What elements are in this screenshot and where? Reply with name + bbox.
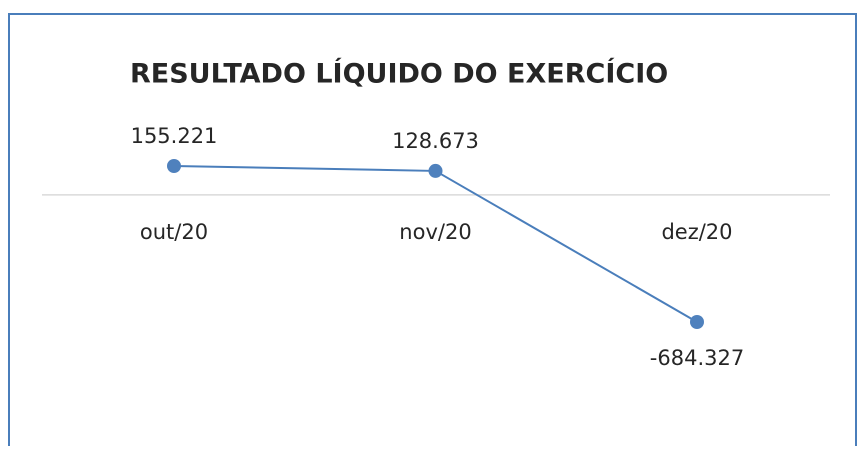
x-tick-label: out/20 xyxy=(140,220,208,244)
data-label: -684.327 xyxy=(650,346,744,370)
data-label: 128.673 xyxy=(392,129,479,153)
x-tick-label: dez/20 xyxy=(661,220,732,244)
marker xyxy=(428,163,443,178)
marker xyxy=(690,315,704,329)
x-tick-label: nov/20 xyxy=(399,220,471,244)
frame xyxy=(8,13,857,446)
data-label: 155.221 xyxy=(131,124,218,148)
marker xyxy=(167,159,181,173)
chart-title: RESULTADO LÍQUIDO DO EXERCÍCIO xyxy=(130,58,668,90)
